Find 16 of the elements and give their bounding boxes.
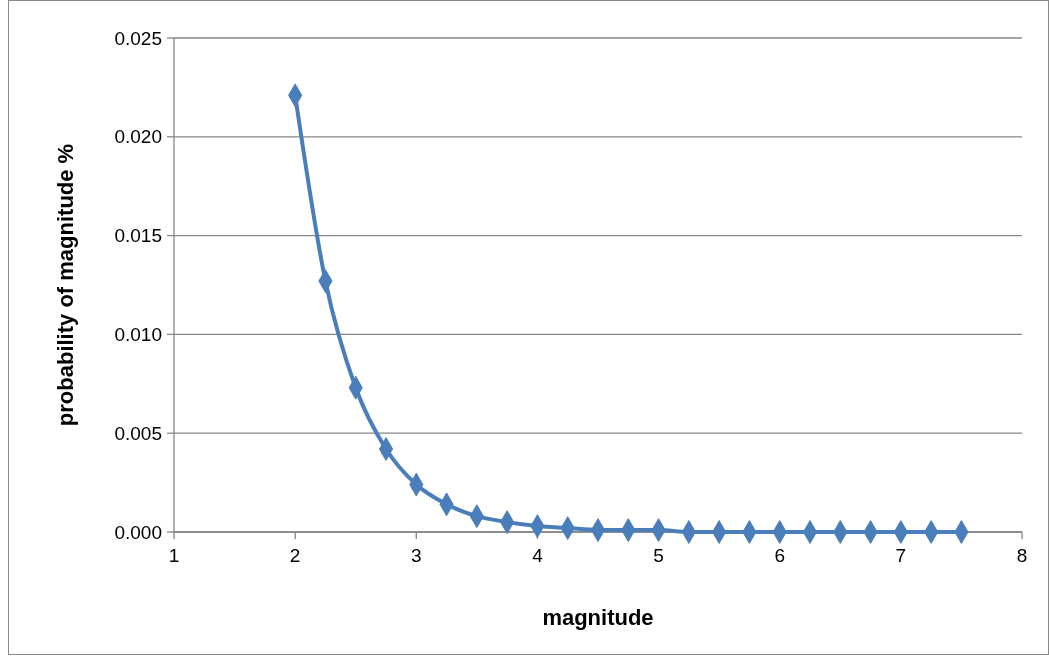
y-tick-label: 0.010 (114, 324, 162, 346)
x-tick-label: 1 (168, 545, 180, 566)
x-tick-label: 8 (1016, 545, 1028, 566)
x-tick-label: 5 (653, 545, 664, 566)
x-tick-label: 2 (289, 545, 301, 566)
y-tick-label: 0.015 (114, 225, 162, 247)
y-tick-label: 0.005 (114, 422, 162, 444)
x-tick-label: 7 (895, 545, 907, 566)
x-tick-label: 6 (774, 545, 785, 566)
x-tick-label: 3 (411, 545, 422, 566)
y-tick-label: 0.025 (114, 27, 162, 49)
x-axis-title: magnitude (542, 605, 654, 630)
y-tick-label: 0.000 (114, 521, 162, 543)
y-tick-label: 0.020 (114, 126, 162, 148)
y-axis-title: probability of magnitude % (53, 143, 78, 427)
x-tick-label: 4 (532, 545, 544, 566)
